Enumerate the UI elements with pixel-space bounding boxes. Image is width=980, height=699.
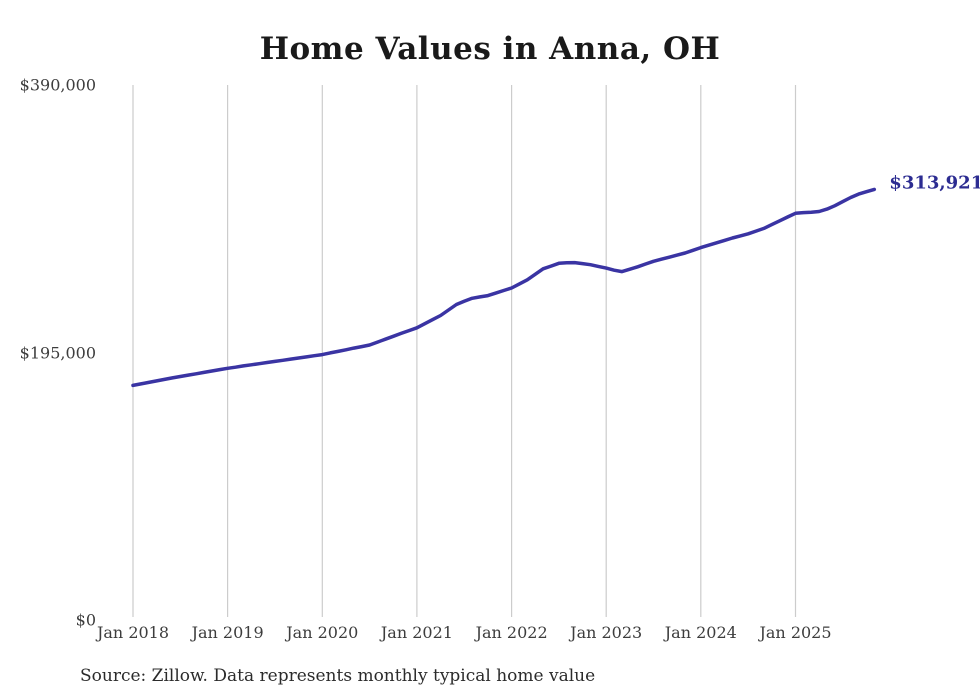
x-axis-tick-jan-2025: Jan 2025 xyxy=(759,623,832,642)
x-axis-tick-jan-2023: Jan 2023 xyxy=(570,623,643,642)
x-axis-tick-jan-2018: Jan 2018 xyxy=(96,623,170,642)
home-value-line xyxy=(131,187,877,388)
y-axis-tick-195000: $195,000 xyxy=(19,343,96,362)
x-axis-tick-jan-2022: Jan 2022 xyxy=(475,623,548,642)
vertical-gridlines xyxy=(132,85,797,617)
y-axis-tick-390000: $390,000 xyxy=(19,75,96,95)
x-axis-tick-jan-2019: Jan 2019 xyxy=(191,623,264,642)
x-axis-tick-jan-2021: Jan 2021 xyxy=(380,623,453,642)
x-axis-tick-jan-2020: Jan 2020 xyxy=(286,623,359,642)
x-axis-tick-jan-2024: Jan 2024 xyxy=(664,623,737,642)
chart-title: Home Values in Anna, OH xyxy=(259,31,721,67)
source-note: Source: Zillow. Data represents monthly … xyxy=(80,666,596,686)
y-axis-tick-0: $0 xyxy=(75,610,96,630)
final-value-label: $313,921 xyxy=(889,172,980,194)
